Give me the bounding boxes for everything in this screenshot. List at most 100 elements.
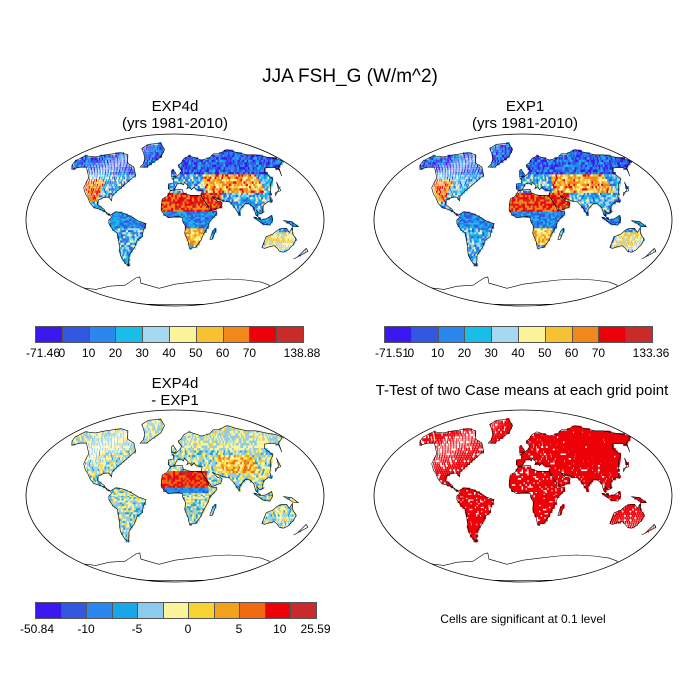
colorbar-exp4d-swatch [168, 326, 197, 343]
map-diff-coast-japan [275, 457, 282, 473]
colorbar-exp1-swatch [410, 326, 439, 343]
colorbar-exp1-labels: -71.51 0 10 20 30 40 50 60 70 133.36 [375, 346, 669, 360]
map-exp4d-coast-new-guinea [283, 220, 300, 228]
map-diff-coast-madagascar [209, 503, 217, 516]
map-ttest-coast-greenland [487, 418, 513, 444]
colorbar-diff-labels: -50.84 -10 -5 0 5 10 25.59 [20, 622, 331, 636]
significance-note: Cells are significant at 0.1 level [440, 612, 606, 626]
map-exp4d-coast-north-america [71, 152, 136, 216]
colorbar-exp1-swatch [491, 326, 519, 343]
map-exp4d-coast-antarctica [77, 276, 270, 305]
map-exp1-frame [373, 133, 673, 307]
map-diff-land-field [71, 418, 308, 543]
colorbar-exp1 [384, 326, 653, 343]
colorbar-exp1-label: 30 [484, 346, 498, 360]
colorbar-exp4d-swatch [249, 326, 278, 343]
map-diff-coast-africa [160, 465, 218, 525]
map-diff-coast-south-america [108, 487, 147, 543]
colorbar-diff-label: 0 [184, 622, 192, 636]
map-ttest-coast-uk [518, 444, 525, 454]
colorbar-exp4d-label: 0 [58, 346, 66, 360]
map-ttest-frame [373, 409, 673, 583]
colorbar-diff-label: -5 [131, 622, 143, 636]
map-exp1-coast-madagascar [557, 227, 565, 240]
colorbar-exp1-label: 60 [564, 346, 579, 360]
map-exp1 [373, 133, 673, 307]
panel-title-diff-line1: EXP4d [151, 375, 199, 392]
colorbar-exp4d-swatch [115, 326, 144, 343]
colorbar-diff-swatch [86, 602, 113, 619]
map-diff-coast-antarctica [77, 552, 270, 581]
colorbar-exp1-label: 70 [591, 346, 606, 360]
colorbar-exp4d-label: 50 [189, 346, 203, 360]
colorbar-exp1-label: 133.36 [632, 346, 670, 360]
map-ttest-coast-borneo-sumatra [601, 491, 622, 502]
map-ttest-coast-australia [609, 502, 645, 529]
colorbar-exp1-label: 20 [457, 346, 472, 360]
map-diff-coast-new-zealand [293, 523, 309, 536]
colorbar-exp4d-swatch [142, 326, 170, 343]
colorbar-diff [35, 602, 317, 619]
colorbar-diff-label: -50.84 [19, 622, 55, 636]
colorbar-exp1-swatch [437, 326, 466, 343]
map-exp1-coast-africa [508, 189, 566, 249]
map-exp4d-coast-borneo-sumatra [253, 215, 274, 226]
colorbar-diff-swatch [35, 602, 62, 619]
map-diff-frame [25, 409, 325, 583]
map-exp1-coast-uk [518, 168, 525, 178]
colorbar-exp4d-swatch [222, 326, 251, 343]
map-exp4d-coast-australia [261, 226, 297, 253]
panel-title-ttest-line1: T-Test of two Case means at each grid po… [375, 382, 669, 399]
colorbar-exp1-swatch [625, 326, 653, 343]
map-diff [25, 409, 325, 583]
colorbar-exp1-swatch [517, 326, 546, 343]
map-diff-coast-greenland [139, 418, 165, 444]
map-ttest-land-field [419, 418, 656, 543]
panel-title-exp1: EXP1 (yrs 1981-2010) [425, 98, 625, 132]
colorbar-diff-swatch [60, 602, 87, 619]
colorbar-diff-swatch [111, 602, 138, 619]
map-ttest-coast-madagascar [557, 503, 565, 516]
map-exp4d-coast-eurasia [167, 149, 283, 220]
map-exp1-coast-borneo-sumatra [601, 215, 622, 226]
colorbar-exp4d-label: 60 [215, 346, 230, 360]
map-exp4d-land-field [71, 142, 308, 267]
colorbar-exp1-swatch [544, 326, 573, 343]
map-exp1-coast-new-zealand [641, 247, 657, 260]
map-exp4d-coast-uk [170, 168, 177, 178]
colorbar-diff-swatch [213, 602, 240, 619]
colorbar-diff-swatch [137, 602, 164, 619]
colorbar-exp1-swatch [384, 326, 412, 343]
map-diff-coast-borneo-sumatra [253, 491, 274, 502]
colorbar-exp4d-swatch [35, 326, 63, 343]
colorbar-exp4d-label: 10 [81, 346, 96, 360]
colorbar-exp4d-label: 20 [108, 346, 123, 360]
colorbar-exp4d-label: -71.46 [25, 346, 61, 360]
map-exp4d-coast-madagascar [209, 227, 217, 240]
map-ttest-coast-antarctica [425, 552, 618, 581]
colorbar-exp1-swatch [571, 326, 600, 343]
colorbar-diff-swatch [188, 602, 215, 619]
colorbar-diff-label: -10 [77, 622, 95, 636]
colorbar-exp4d-swatch [276, 326, 304, 343]
panel-title-exp4d-line2: (yrs 1981-2010) [122, 115, 228, 132]
map-exp4d-coast-japan [275, 181, 282, 197]
panel-title-diff-line2: - EXP1 [151, 392, 199, 409]
map-exp1-coast-eurasia [515, 149, 631, 220]
map-diff-coast-north-america [71, 428, 136, 492]
panel-title-exp1-line1: EXP1 [505, 98, 545, 115]
colorbar-exp4d-labels: -71.46 0 10 20 30 40 50 60 70 138.88 [26, 346, 320, 360]
map-exp4d-coast-south-america [108, 211, 147, 267]
map-exp4d-frame [25, 133, 325, 307]
map-exp1-coast-australia [609, 226, 645, 253]
colorbar-diff-label: 25.59 [300, 622, 331, 636]
colorbar-exp1-swatch [464, 326, 493, 343]
colorbar-exp4d-label: 138.88 [283, 346, 321, 360]
map-exp4d-coast-new-zealand [293, 247, 309, 260]
map-ttest-coast-north-america [419, 428, 484, 492]
map-exp1-land-field [419, 142, 656, 267]
map-exp4d-coast-greenland [139, 142, 165, 168]
map-ttest-coast-new-guinea [631, 496, 648, 504]
map-ttest-coast-africa [508, 465, 566, 525]
map-ttest-coast-japan [623, 457, 630, 473]
